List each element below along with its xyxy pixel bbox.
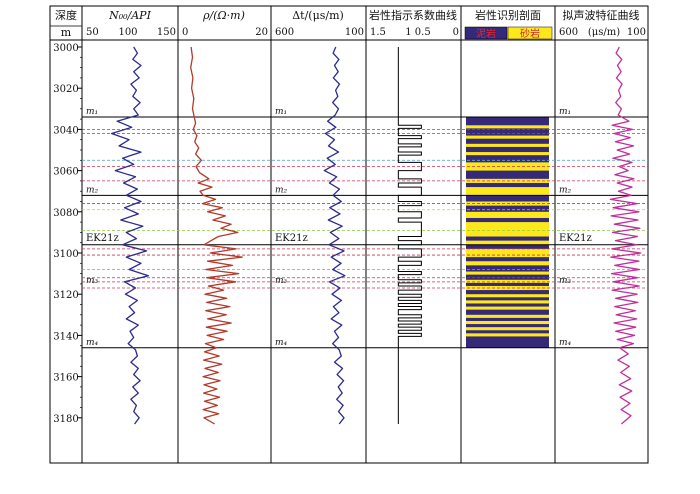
sandstone-bed [466, 152, 549, 156]
rho-scale-right: 20 [255, 27, 268, 38]
depth-tick-label: 3100 [53, 249, 78, 260]
depth-tick-label: 3160 [53, 373, 78, 384]
gr-scale-left: 50 [86, 27, 99, 38]
lithology-index-path [397, 47, 422, 424]
depth-tick-label: 3140 [53, 331, 78, 342]
sandstone-bed [466, 211, 549, 218]
sandstone-bed [466, 279, 549, 283]
correlation-dashed-lines [82, 128, 648, 289]
sandstone-bed [466, 248, 549, 258]
pseudo-scale-left: 600 [559, 27, 578, 38]
legend-mudstone-label: 泥岩 [476, 27, 496, 40]
sandstone-bed [466, 294, 549, 298]
marker-label: m₄ [275, 338, 288, 348]
lithology-index-curve [397, 47, 422, 424]
legend-sandstone-swatch [507, 26, 553, 40]
idx-scale-left: 1.5 [370, 27, 386, 38]
sandstone-bed [466, 143, 549, 147]
sandstone-bed [466, 306, 549, 310]
depth-tick-label: 3080 [53, 208, 78, 219]
sandstone-bed [466, 222, 549, 237]
section-boundary-lines [82, 116, 648, 349]
marker-label: m₂ [86, 185, 99, 195]
depth-axis: 3000 3020 3040 3060 3080 3100 3120 3140 3160 3180 [53, 43, 82, 425]
marker-label: m₁ [559, 107, 571, 117]
depth-tick-label: 3060 [53, 167, 78, 178]
marker-label: m₂ [275, 185, 288, 195]
log-curves [110, 46, 642, 425]
dt-scale-right: 100 [345, 27, 364, 38]
gr-scale-right: 150 [157, 27, 176, 38]
marker-label: m₂ [559, 185, 572, 195]
depth-header-unit: m [61, 26, 72, 39]
sandstone-bed [466, 135, 549, 139]
sandstone-bed [466, 271, 549, 275]
sandstone-bed [466, 314, 549, 318]
lith-track-title: 岩性识别剖面 [475, 8, 541, 22]
dt-curve [323, 46, 346, 425]
rho-track-title: ρ/(Ω·m) [202, 9, 245, 22]
depth-tick-label: 3120 [53, 290, 78, 301]
gr-track-title: N₀₀/API [108, 9, 151, 22]
rho-curve [190, 46, 243, 425]
sandstone-bed [466, 327, 549, 331]
lithology-profile [466, 117, 549, 348]
marker-label: m₁ [86, 107, 98, 117]
marker-label: m₁ [275, 107, 287, 117]
lithology-legend: 泥岩 砂岩 [464, 26, 553, 40]
depth-tick-label: 3020 [53, 84, 78, 95]
legend-mudstone-swatch [464, 26, 508, 40]
marker-label: m₃ [275, 276, 288, 286]
rho-scale-left: 0 [182, 27, 188, 38]
sandstone-bed [466, 300, 549, 304]
marker-label: m₃ [559, 276, 572, 286]
marker-label: m₄ [86, 338, 99, 348]
depth-header-title: 深度 [55, 8, 77, 22]
pseudo-scale-right: 100 [627, 27, 646, 38]
marker-label: m₃ [86, 276, 99, 286]
depth-tick-label: 3180 [53, 414, 78, 425]
formation-label: EK21z [86, 233, 119, 244]
idx-scale-mid: 1 0.5 [405, 27, 430, 38]
sandstone-bed [466, 333, 549, 337]
depth-tick-label: 3000 [53, 43, 78, 54]
dt-track-title: Δt/(μs/m) [292, 9, 344, 22]
formation-label: EK21z [559, 233, 592, 244]
pseudo-track-title: 拟声波特征曲线 [563, 8, 640, 22]
gr-scale-mid: 100 [118, 27, 137, 38]
formation-label: EK21z [275, 233, 308, 244]
panel-frame [49, 5, 649, 464]
legend-sandstone-label: 砂岩 [520, 27, 540, 40]
pseudo-curve [609, 46, 642, 425]
sandstone-bed [466, 187, 549, 196]
depth-tick-label: 3040 [53, 125, 78, 136]
sandstone-bed [466, 240, 549, 245]
sandstone-bed [466, 261, 549, 266]
marker-labels: m₁ m₁ m₁ m₂ m₂ m₂ m₃ m₃ m₃ m₄ m₄ m₄ EK21z EK21z EK21z [86, 107, 592, 348]
sandstone-bed [466, 125, 549, 129]
pseudo-scale-mid: (μs/m) [588, 27, 620, 38]
idx-scale-right: 0 [453, 27, 459, 38]
idx-track-title: 岩性指示系数曲线 [369, 8, 457, 22]
marker-label: m₄ [559, 338, 572, 348]
gr-curve [110, 46, 150, 425]
sandstone-bed [466, 320, 549, 325]
dt-scale-left: 600 [275, 27, 294, 38]
